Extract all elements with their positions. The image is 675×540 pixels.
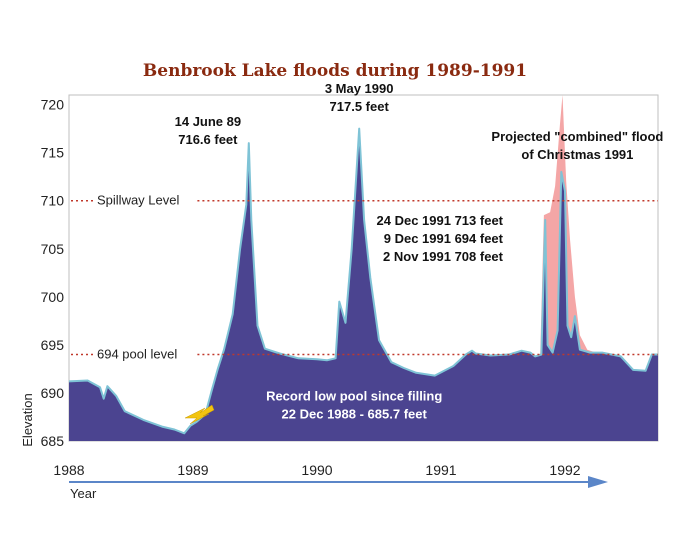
elevation-area-layer <box>68 127 658 441</box>
y-axis-label: Elevation <box>20 393 35 446</box>
annotations: 14 June 89 716.6 feet 3 May 1990 717.5 feet… <box>175 81 664 422</box>
annotation-line: Record low pool since filling <box>266 389 442 404</box>
annotation-text: 24 Dec 1991 713 feet 9 Dec 1991 694 feet 2… <box>377 213 504 264</box>
x-tick-label: 1991 <box>425 462 456 478</box>
year-arrow <box>69 476 608 488</box>
y-tick-label: 715 <box>41 145 65 161</box>
x-tick-label: 1988 <box>53 462 84 478</box>
reference-line-label: 694 pool level <box>97 347 177 362</box>
y-axis-ticks: 685 690 695 700 705 710 715 720 <box>41 97 65 449</box>
annotation-line: 716.6 feet <box>178 132 238 147</box>
y-tick-label: 700 <box>41 289 65 305</box>
reference-line-label: Spillway Level <box>97 193 179 208</box>
annotation-line: 3 May 1990 <box>325 81 394 96</box>
annotation-line: Projected "combined" flood <box>491 129 663 144</box>
x-tick-label: 1992 <box>549 462 580 478</box>
annotation-line: of Christmas 1991 <box>521 147 633 162</box>
plot-area: Spillway Level 694 pool level <box>68 94 659 442</box>
annotation-line: 22 Dec 1988 - 685.7 feet <box>282 407 428 422</box>
y-tick-label: 710 <box>41 193 65 209</box>
chart-title: Benbrook Lake floods during 1989-1991 <box>143 61 527 81</box>
x-axis-ticks: 1988 1989 1990 1991 1992 <box>53 462 580 478</box>
annotation-line: 14 June 89 <box>175 114 242 129</box>
annotation-line: 9 Dec 1991 694 feet <box>384 231 504 246</box>
y-tick-label: 720 <box>41 97 65 113</box>
x-axis-label: Year <box>70 486 97 501</box>
lightning-icon <box>184 404 215 425</box>
reference-lines: Spillway Level 694 pool level <box>71 193 658 362</box>
elevation-line <box>68 127 658 435</box>
annotation-text: 14 June 89 716.6 feet <box>175 114 242 147</box>
elevation-area <box>69 128 658 441</box>
annotation-text: 3 May 1990 717.5 feet <box>325 81 394 114</box>
x-tick-label: 1989 <box>177 462 208 478</box>
annotation-text: Record low pool since filling 22 Dec 1988… <box>266 389 442 422</box>
annotation-line: 2 Nov 1991 708 feet <box>383 249 504 264</box>
annotation-line: 24 Dec 1991 713 feet <box>377 213 504 228</box>
y-tick-label: 685 <box>41 433 65 449</box>
annotation-line: 717.5 feet <box>330 99 390 114</box>
y-tick-label: 690 <box>41 385 65 401</box>
y-tick-label: 705 <box>41 241 65 257</box>
arrow-head-icon <box>588 476 608 488</box>
x-tick-label: 1990 <box>301 462 332 478</box>
annotation-text: Projected "combined" flood of Christmas 1… <box>491 129 663 162</box>
y-tick-label: 695 <box>41 337 65 353</box>
